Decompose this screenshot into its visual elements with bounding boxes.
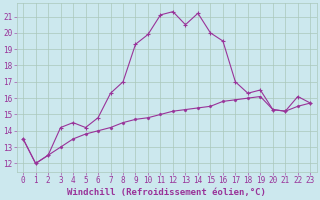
- X-axis label: Windchill (Refroidissement éolien,°C): Windchill (Refroidissement éolien,°C): [67, 188, 266, 197]
